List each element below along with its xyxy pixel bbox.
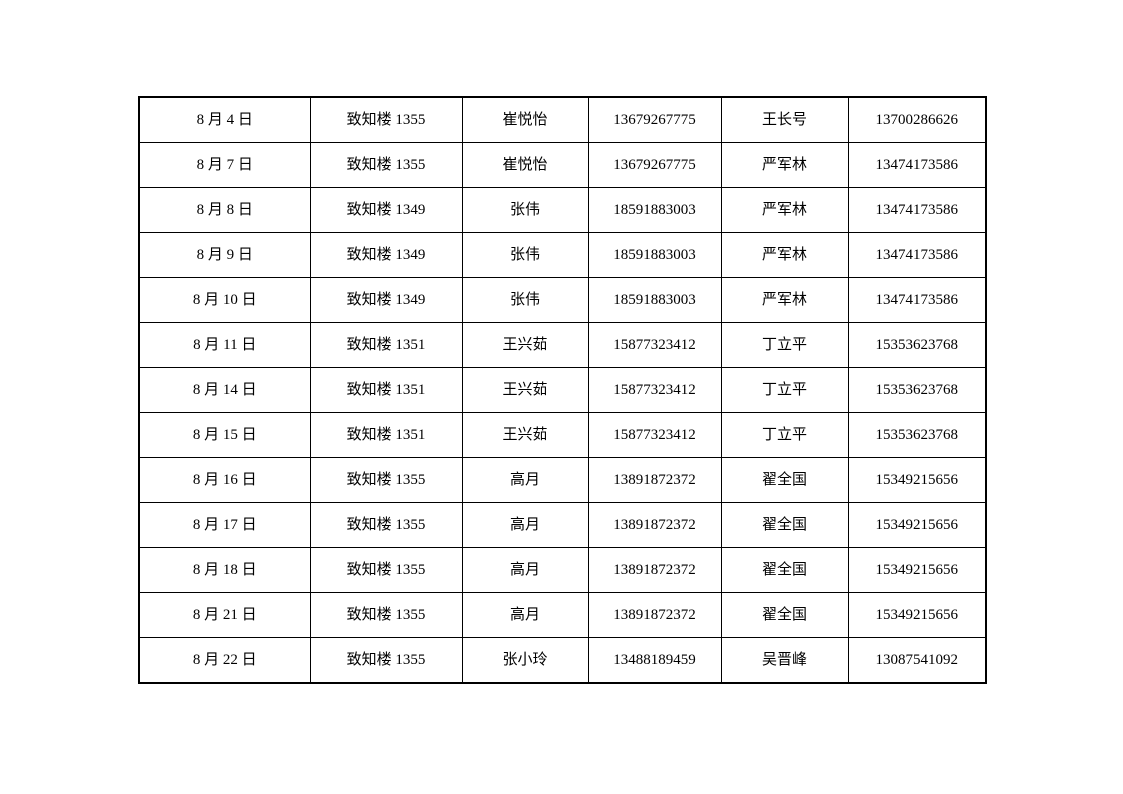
cell-phone: 18591883003 (587, 232, 722, 278)
cell-contact-phone: 13087541092 (847, 637, 987, 684)
cell-date: 8 月 21 日 (138, 592, 311, 638)
cell-room: 致知楼 1355 (309, 637, 463, 684)
cell-contact: 严军林 (720, 277, 849, 323)
cell-person: 张伟 (461, 232, 589, 278)
duty-schedule-table: 8 月 4 日 致知楼 1355 崔悦怡 13679267775 王长号 137… (138, 96, 987, 684)
table-row: 8 月 11 日 致知楼 1351 王兴茹 15877323412 丁立平 15… (138, 322, 987, 368)
cell-person: 张伟 (461, 277, 589, 323)
cell-contact-phone: 15349215656 (847, 592, 987, 638)
cell-date: 8 月 9 日 (138, 232, 311, 278)
cell-person: 高月 (461, 457, 589, 503)
cell-date: 8 月 7 日 (138, 142, 311, 188)
cell-room: 致知楼 1351 (309, 367, 463, 413)
cell-date: 8 月 18 日 (138, 547, 311, 593)
cell-person: 张伟 (461, 187, 589, 233)
cell-contact: 吴晋峰 (720, 637, 849, 684)
cell-phone: 13891872372 (587, 592, 722, 638)
cell-contact-phone: 13474173586 (847, 277, 987, 323)
cell-date: 8 月 14 日 (138, 367, 311, 413)
table-row: 8 月 22 日 致知楼 1355 张小玲 13488189459 吴晋峰 13… (138, 637, 987, 684)
cell-phone: 15877323412 (587, 412, 722, 458)
cell-contact: 严军林 (720, 232, 849, 278)
cell-date: 8 月 16 日 (138, 457, 311, 503)
table-row: 8 月 14 日 致知楼 1351 王兴茹 15877323412 丁立平 15… (138, 367, 987, 413)
cell-person: 高月 (461, 592, 589, 638)
cell-phone: 18591883003 (587, 187, 722, 233)
table-row: 8 月 7 日 致知楼 1355 崔悦怡 13679267775 严军林 134… (138, 142, 987, 188)
table-row: 8 月 16 日 致知楼 1355 高月 13891872372 翟全国 153… (138, 457, 987, 503)
cell-phone: 13679267775 (587, 96, 722, 143)
cell-date: 8 月 22 日 (138, 637, 311, 684)
cell-date: 8 月 10 日 (138, 277, 311, 323)
cell-contact: 翟全国 (720, 457, 849, 503)
cell-contact-phone: 13474173586 (847, 142, 987, 188)
cell-date: 8 月 15 日 (138, 412, 311, 458)
cell-contact: 翟全国 (720, 502, 849, 548)
cell-room: 致知楼 1355 (309, 502, 463, 548)
cell-room: 致知楼 1351 (309, 412, 463, 458)
cell-contact-phone: 15353623768 (847, 412, 987, 458)
cell-date: 8 月 17 日 (138, 502, 311, 548)
cell-contact-phone: 13700286626 (847, 96, 987, 143)
cell-room: 致知楼 1355 (309, 142, 463, 188)
cell-room: 致知楼 1349 (309, 232, 463, 278)
cell-person: 崔悦怡 (461, 142, 589, 188)
table-row: 8 月 4 日 致知楼 1355 崔悦怡 13679267775 王长号 137… (138, 96, 987, 143)
cell-contact-phone: 15349215656 (847, 457, 987, 503)
cell-contact: 王长号 (720, 96, 849, 143)
cell-room: 致知楼 1349 (309, 277, 463, 323)
cell-phone: 13488189459 (587, 637, 722, 684)
cell-phone: 13679267775 (587, 142, 722, 188)
table-row: 8 月 15 日 致知楼 1351 王兴茹 15877323412 丁立平 15… (138, 412, 987, 458)
cell-person: 张小玲 (461, 637, 589, 684)
cell-contact: 严军林 (720, 187, 849, 233)
cell-room: 致知楼 1355 (309, 547, 463, 593)
cell-person: 王兴茹 (461, 322, 589, 368)
table-row: 8 月 10 日 致知楼 1349 张伟 18591883003 严军林 134… (138, 277, 987, 323)
cell-person: 王兴茹 (461, 412, 589, 458)
cell-person: 高月 (461, 547, 589, 593)
cell-date: 8 月 8 日 (138, 187, 311, 233)
cell-contact: 翟全国 (720, 547, 849, 593)
cell-phone: 13891872372 (587, 547, 722, 593)
cell-person: 崔悦怡 (461, 96, 589, 143)
cell-room: 致知楼 1355 (309, 457, 463, 503)
cell-contact-phone: 15349215656 (847, 502, 987, 548)
cell-contact-phone: 15349215656 (847, 547, 987, 593)
cell-phone: 13891872372 (587, 457, 722, 503)
cell-contact: 丁立平 (720, 412, 849, 458)
cell-person: 高月 (461, 502, 589, 548)
cell-contact-phone: 15353623768 (847, 367, 987, 413)
cell-phone: 15877323412 (587, 322, 722, 368)
cell-person: 王兴茹 (461, 367, 589, 413)
cell-contact-phone: 13474173586 (847, 232, 987, 278)
table-row: 8 月 8 日 致知楼 1349 张伟 18591883003 严军林 1347… (138, 187, 987, 233)
table-body: 8 月 4 日 致知楼 1355 崔悦怡 13679267775 王长号 137… (138, 96, 987, 684)
cell-contact-phone: 13474173586 (847, 187, 987, 233)
cell-contact-phone: 15353623768 (847, 322, 987, 368)
table-row: 8 月 9 日 致知楼 1349 张伟 18591883003 严军林 1347… (138, 232, 987, 278)
cell-room: 致知楼 1355 (309, 592, 463, 638)
cell-room: 致知楼 1349 (309, 187, 463, 233)
cell-phone: 15877323412 (587, 367, 722, 413)
table-row: 8 月 21 日 致知楼 1355 高月 13891872372 翟全国 153… (138, 592, 987, 638)
cell-date: 8 月 11 日 (138, 322, 311, 368)
cell-room: 致知楼 1355 (309, 96, 463, 143)
cell-contact: 丁立平 (720, 367, 849, 413)
cell-contact: 严军林 (720, 142, 849, 188)
cell-phone: 13891872372 (587, 502, 722, 548)
cell-date: 8 月 4 日 (138, 96, 311, 143)
cell-phone: 18591883003 (587, 277, 722, 323)
table-row: 8 月 17 日 致知楼 1355 高月 13891872372 翟全国 153… (138, 502, 987, 548)
cell-contact: 翟全国 (720, 592, 849, 638)
table-row: 8 月 18 日 致知楼 1355 高月 13891872372 翟全国 153… (138, 547, 987, 593)
cell-contact: 丁立平 (720, 322, 849, 368)
cell-room: 致知楼 1351 (309, 322, 463, 368)
